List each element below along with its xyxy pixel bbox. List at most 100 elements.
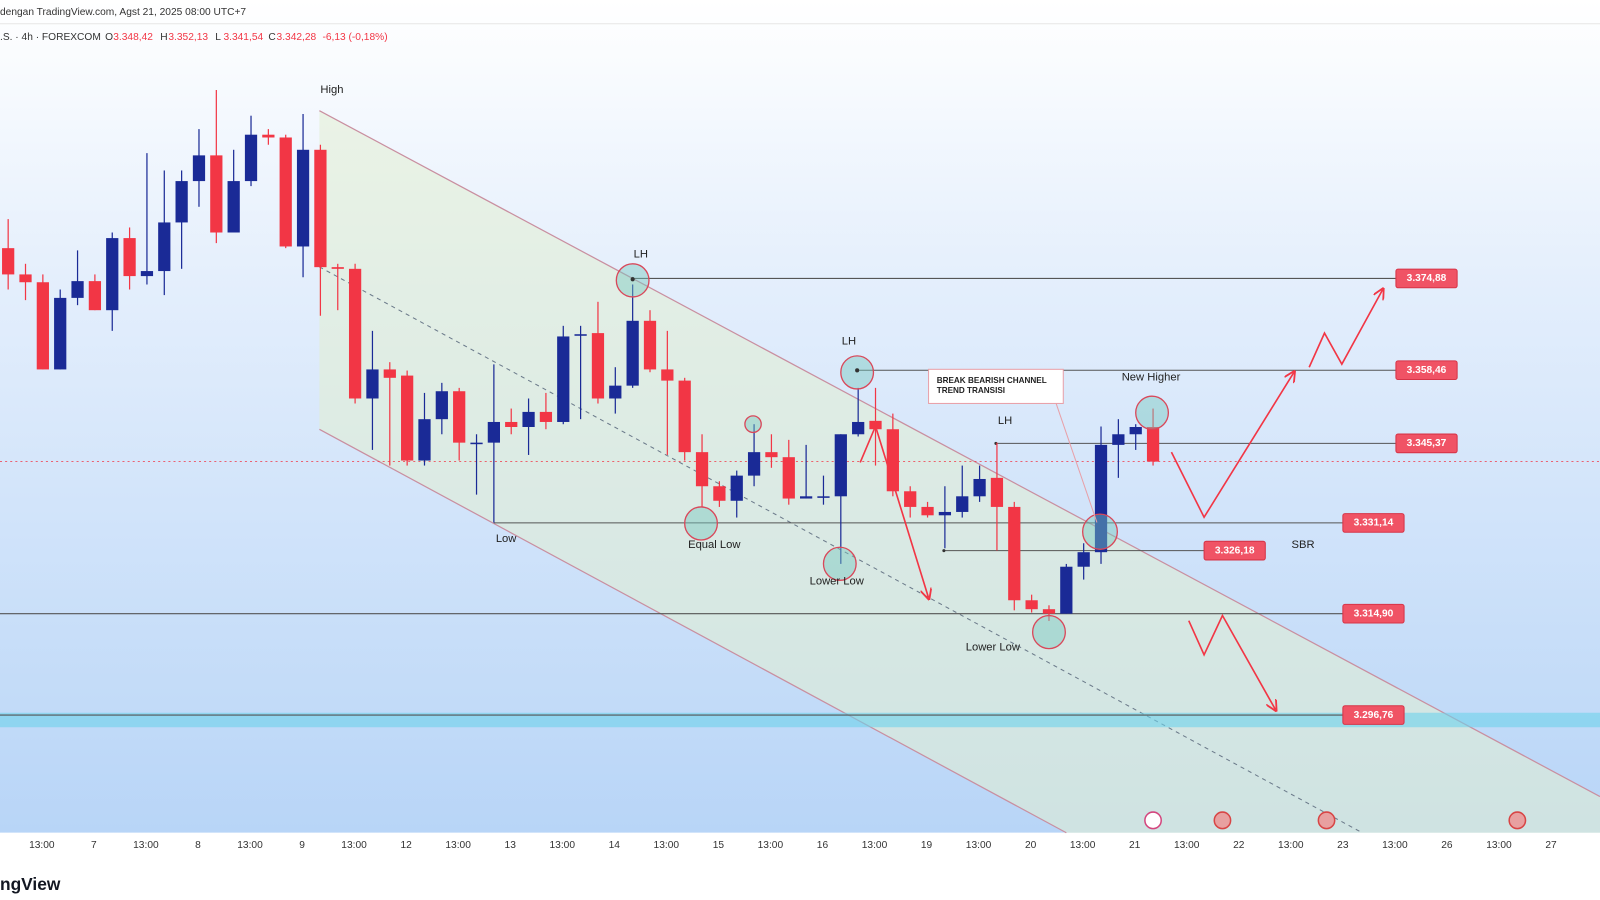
callout-box <box>928 368 1064 404</box>
x-tick-label: 13:00 <box>1070 840 1096 851</box>
candle-body <box>956 496 969 512</box>
candle-body <box>401 375 414 461</box>
candle-body <box>557 336 570 422</box>
candle-body <box>123 238 136 277</box>
x-tick-label: 21 <box>1129 840 1141 851</box>
swing-circles <box>615 263 1170 650</box>
candle-body <box>158 222 171 272</box>
candle-body <box>713 486 726 501</box>
level-label-box <box>1342 705 1405 725</box>
callout-text: BREAK BEARISH CHANNEL <box>937 376 1047 385</box>
x-tick-label: 13:00 <box>1382 840 1408 851</box>
arrow <box>1170 372 1293 519</box>
candle-body <box>1025 600 1038 610</box>
level-label-box <box>1395 268 1458 289</box>
x-tick-label: 13:00 <box>966 840 992 851</box>
ohlc-key: O <box>105 32 113 43</box>
candle-body <box>1060 566 1073 614</box>
candle-body <box>921 506 934 516</box>
pivot-dot <box>630 277 635 282</box>
x-tick-label: 13:00 <box>862 840 888 851</box>
level-label: 3.331,14 <box>1354 518 1394 529</box>
header-symbol: .S. · 4h · FOREXCOM <box>0 32 101 43</box>
candle-body <box>279 137 292 247</box>
event-icon <box>1213 811 1232 830</box>
candle-body <box>1146 426 1160 462</box>
level-label-box <box>1342 603 1405 624</box>
x-tick-label: 27 <box>1545 840 1557 851</box>
event-icon <box>1508 811 1527 830</box>
candle-body <box>1077 552 1090 567</box>
candle-body <box>192 155 206 182</box>
level-label-box <box>1395 360 1458 381</box>
candle-body <box>834 434 847 497</box>
level-label: 3.345,37 <box>1407 438 1447 449</box>
channel-upper <box>319 110 1600 798</box>
arrow <box>1308 290 1382 368</box>
header-source: dengan TradingView.com, Agst 21, 2025 08… <box>0 7 246 18</box>
candle-body <box>244 134 258 182</box>
circle <box>744 415 762 434</box>
ohlc-value: 3.352,13 <box>168 32 208 43</box>
annotation: New Higher <box>1122 372 1181 384</box>
annotation: LH <box>634 248 648 260</box>
arrow <box>1188 613 1276 710</box>
ohlc-key: H <box>160 32 167 43</box>
x-tick-label: 16 <box>817 840 829 851</box>
circle <box>1081 513 1119 550</box>
axis-background <box>0 832 1600 900</box>
candle-body <box>626 320 639 386</box>
x-tick-label: 26 <box>1441 840 1453 851</box>
candle-body <box>1008 506 1021 601</box>
x-tick-label: 13:00 <box>549 840 575 851</box>
candle-body <box>904 491 917 507</box>
candle-body <box>539 411 553 422</box>
candle-body <box>36 282 49 370</box>
level-label-box <box>1203 540 1266 561</box>
candle-body <box>314 149 327 268</box>
candle-body <box>661 369 674 381</box>
candle-body <box>435 391 448 420</box>
x-tick-label: 13:00 <box>445 840 471 851</box>
x-tick-label: 13:00 <box>654 840 680 851</box>
candle-body <box>747 452 761 476</box>
candle-body <box>643 320 657 370</box>
level-label-box <box>1342 513 1405 533</box>
candle-body <box>990 477 1004 507</box>
annotation: SBR <box>1292 539 1315 551</box>
candle-body <box>418 419 431 461</box>
candle-body <box>487 421 500 443</box>
candle-body <box>973 478 986 497</box>
x-tick-label: 13:00 <box>758 840 784 851</box>
circle <box>684 506 719 541</box>
event-icons <box>1144 811 1527 830</box>
ohlc-value: 3.342,28 <box>277 32 317 43</box>
event-icon <box>1144 811 1162 830</box>
candle-body <box>140 271 154 277</box>
candle-body <box>817 496 830 498</box>
candle-body <box>938 511 952 516</box>
candle-body <box>695 452 709 487</box>
x-tick-label: 13:00 <box>1278 840 1304 851</box>
logo: ngView <box>0 874 61 894</box>
x-tick-label: 14 <box>609 840 621 851</box>
level-label: 3.374,88 <box>1407 273 1447 284</box>
circle <box>1031 614 1066 650</box>
level-label: 3.296,76 <box>1354 710 1394 721</box>
annotation: Low <box>496 533 517 545</box>
callout-text: TREND TRANSISI <box>937 386 1005 395</box>
candle-body <box>678 380 691 453</box>
circle <box>1135 395 1170 430</box>
ohlc-key: C <box>268 32 276 43</box>
x-tick-label: 13:00 <box>237 840 263 851</box>
candle-body <box>522 411 535 427</box>
x-tick-label: 13:00 <box>29 840 55 851</box>
candle-body <box>210 155 223 233</box>
candle-body <box>765 452 778 458</box>
x-tick-label: 7 <box>91 840 97 851</box>
x-tick-label: 13:00 <box>133 840 159 851</box>
candle-body <box>331 267 344 269</box>
x-tick-label: 22 <box>1233 840 1245 851</box>
annotation: Lower Low <box>966 642 1021 654</box>
